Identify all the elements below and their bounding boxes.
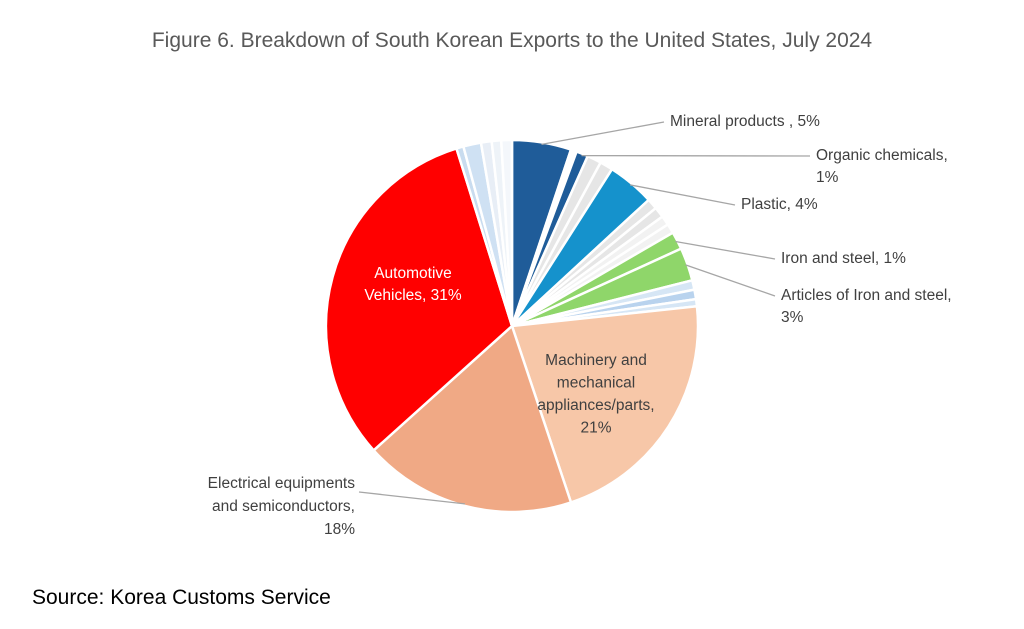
slice-label-electrical: Electrical equipments and semiconductors,…: [208, 475, 356, 538]
slice-label-machinery: Machinery and mechanical appliances/parts,…: [537, 352, 654, 437]
pie-slice-electrical: [372, 324, 573, 514]
pie-slice-minor-n: [499, 138, 514, 328]
leader-line-iron: [675, 240, 776, 260]
slice-label-iron: Iron and steel, 1%: [781, 250, 906, 267]
source-note: Source: Korea Customs Service: [32, 586, 331, 609]
leader-line-electrical: [358, 491, 466, 505]
slice-label-mineral: Mineral products , 5%: [670, 113, 820, 130]
slice-label-organic: Organic chemicals, 1%: [816, 147, 948, 186]
slice-label-articles: Articles of Iron and steel, 3%: [781, 287, 952, 326]
slice-label-plastic: Plastic, 4%: [741, 196, 818, 213]
leader-line-articles: [685, 264, 776, 297]
slice-label-auto: Automotive Vehicles, 31%: [364, 265, 462, 304]
pie-slice-auto: [324, 147, 514, 452]
leader-line-plastic: [629, 184, 736, 206]
pie-slice-machinery: [510, 304, 700, 504]
leader-line-mineral: [541, 121, 665, 146]
chart-title: Figure 6. Breakdown of South Korean Expo…: [151, 29, 873, 52]
